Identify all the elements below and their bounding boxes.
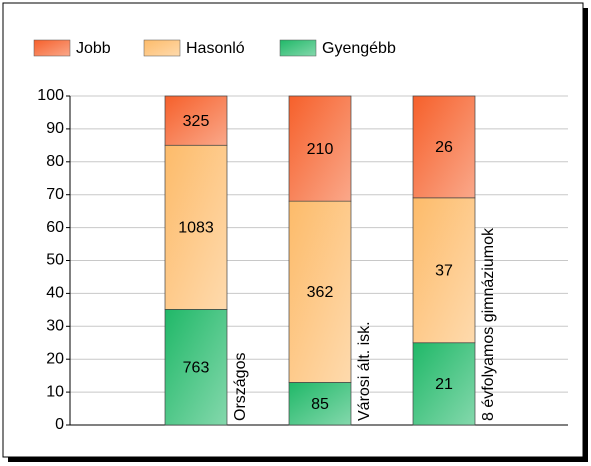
data-label: 210 bbox=[307, 141, 334, 158]
y-tick-label: 10 bbox=[46, 383, 64, 400]
data-label: 763 bbox=[183, 359, 210, 376]
bar-segment bbox=[164, 309, 228, 426]
category-label: 8 évfolyamos gimnáziumok bbox=[480, 227, 497, 421]
data-label: 85 bbox=[311, 396, 329, 413]
y-tick-label: 100 bbox=[37, 87, 64, 104]
bar-segment bbox=[164, 95, 228, 146]
y-tick-label: 50 bbox=[46, 252, 64, 269]
y-tick-label: 90 bbox=[46, 120, 64, 137]
y-tick-label: 20 bbox=[46, 350, 64, 367]
y-tick-label: 80 bbox=[46, 153, 64, 170]
bar-segment bbox=[164, 144, 228, 310]
legend-label: Gyengébb bbox=[322, 40, 396, 57]
bar-segment bbox=[412, 342, 476, 426]
data-label: 1083 bbox=[178, 220, 214, 237]
y-tick-label: 70 bbox=[46, 186, 64, 203]
legend-label: Jobb bbox=[76, 40, 111, 57]
category-label: Városi ált. isk. bbox=[356, 321, 373, 421]
legend-label: Hasonló bbox=[186, 40, 245, 57]
category-label: Országos bbox=[232, 353, 249, 421]
y-tick-label: 30 bbox=[46, 318, 64, 335]
legend-swatch bbox=[143, 39, 181, 57]
bar-segment bbox=[288, 95, 352, 202]
bar-segment bbox=[412, 197, 476, 344]
bar-segment bbox=[288, 200, 352, 383]
bar-segment bbox=[288, 382, 352, 426]
data-label: 325 bbox=[183, 113, 210, 130]
bar-segment bbox=[412, 95, 476, 199]
legend-swatch bbox=[279, 39, 317, 57]
y-tick-label: 0 bbox=[55, 416, 64, 433]
legend-swatch bbox=[33, 39, 71, 57]
y-tick-label: 60 bbox=[46, 219, 64, 236]
data-label: 21 bbox=[435, 376, 453, 393]
data-label: 26 bbox=[435, 139, 453, 156]
y-tick-label: 40 bbox=[46, 285, 64, 302]
data-label: 362 bbox=[307, 284, 334, 301]
data-label: 37 bbox=[435, 263, 453, 280]
